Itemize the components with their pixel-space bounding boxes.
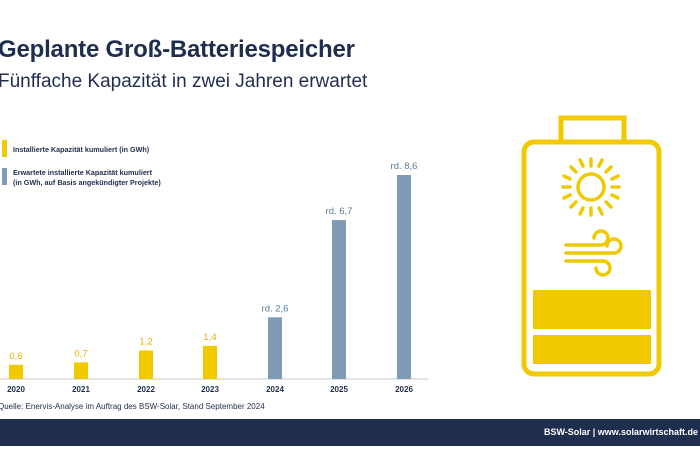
data-label-2020: 0,6: [9, 351, 22, 362]
bar-2024: [268, 317, 282, 379]
bar-2025: [332, 220, 346, 379]
bar-2021: [74, 362, 88, 379]
data-label-2023: 1,4: [203, 332, 216, 343]
legend-label-expected-line1: Erwartete installierte Kapazität kumulie…: [13, 168, 153, 177]
wind-icon: [564, 229, 623, 277]
data-label-2026: rd. 8,6: [391, 161, 418, 172]
x-tick-label-2024: 2024: [266, 385, 284, 394]
bar-2020: [9, 364, 23, 379]
legend-label-expected-line2: (in GWh, auf Basis angekündigter Projekt…: [13, 178, 161, 187]
bar-2023: [203, 345, 217, 379]
bar-2026: [397, 175, 411, 379]
x-tick-label-2021: 2021: [72, 385, 90, 394]
x-tick-label-2025: 2025: [330, 385, 348, 394]
source-note: Quelle: Enervis-Analyse im Auftrag des B…: [0, 402, 265, 411]
legend-label-installed: Installierte Kapazität kumuliert (in GWh…: [13, 145, 150, 154]
battery-terminal: [558, 115, 627, 141]
data-label-2022: 1,2: [139, 337, 152, 348]
x-tick-label-2023: 2023: [201, 385, 219, 394]
x-tick-label-2020: 2020: [7, 385, 25, 394]
battery-level-bar-upper: [533, 290, 651, 329]
bar-2022: [139, 350, 153, 379]
data-label-2025: rd. 6,7: [326, 206, 353, 217]
x-tick-label-2026: 2026: [395, 385, 413, 394]
battery-body: [521, 139, 662, 377]
footer-text: BSW-Solar | www.solarwirtschaft.de: [543, 427, 698, 437]
x-tick-label-2022: 2022: [137, 385, 155, 394]
data-label-2024: rd. 2,6: [262, 303, 289, 314]
footer-bar: BSW-Solar | www.solarwirtschaft.de: [0, 419, 700, 446]
chart-title: Geplante Groß-Batteriespeicher: [0, 36, 355, 63]
battery-level-bar-lower: [533, 335, 651, 364]
data-label-2021: 0,7: [74, 348, 87, 359]
chart-subtitle: Fünffache Kapazität in zwei Jahren erwar…: [0, 71, 368, 92]
legend-swatch-installed: [2, 140, 7, 157]
sun-icon: [561, 157, 621, 217]
legend-swatch-expected: [2, 168, 7, 185]
